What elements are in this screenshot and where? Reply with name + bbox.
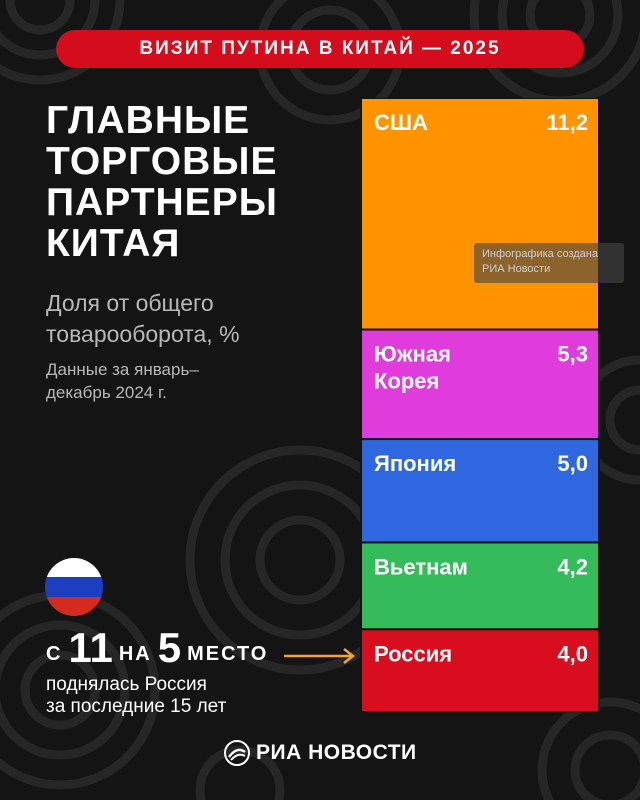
bar-value-label: 4,0 [557, 641, 588, 666]
russia-rank-line: С 11 НА 5 МЕСТО [46, 626, 346, 670]
rank-from-word: С [46, 643, 63, 665]
ria-logo-icon [224, 740, 250, 766]
flag-stripe-blue [45, 577, 103, 597]
bar-category-label: Южная Корея [374, 342, 451, 394]
rank-to-number: 5 [157, 624, 182, 671]
bar-value-label: 5,3 [557, 342, 588, 367]
arrow-right-icon [284, 648, 356, 664]
rank-from-number: 11 [68, 624, 113, 671]
bar-segment [360, 628, 600, 712]
title-banner: ВИЗИТ ПУТИНА В КИТАЙ — 2025 [56, 30, 584, 68]
bar-segment [360, 98, 600, 331]
bar-value-label: 4,2 [557, 554, 588, 579]
bar-value-label: 5,0 [557, 451, 588, 476]
chart-headline: ГЛАВНЫЕ ТОРГОВЫЕ ПАРТНЕРЫ КИТАЯ [46, 99, 278, 265]
bar-segment [360, 541, 600, 631]
rank-to-word: НА [118, 643, 152, 665]
bar-category-label: Россия [374, 641, 452, 666]
infographic-credit-note: Инфографика создана РИА Новости [474, 243, 624, 283]
flag-stripe-white [45, 558, 103, 578]
chart-subtitle: Доля от общего товарооборота, % [46, 290, 240, 347]
flag-stripe-red [45, 596, 103, 616]
ria-logo-text: РИА НОВОСТИ [256, 741, 417, 764]
bar-value-label: 11,2 [546, 110, 588, 135]
bar-category-label: США [374, 110, 428, 135]
bar-segment [360, 438, 600, 544]
data-period-note: Данные за январь– декабрь 2024 г. [46, 360, 199, 402]
rank-place-word: МЕСТО [187, 643, 269, 665]
bar-category-label: Япония [374, 451, 456, 476]
rank-description: поднялась Россия за последние 15 лет [46, 674, 227, 717]
russia-flag-icon [45, 558, 103, 616]
arrow-head [343, 648, 356, 664]
bar-category-label: Вьетнам [374, 554, 468, 579]
ria-logo: РИА НОВОСТИ [224, 738, 417, 768]
stacked-bar-chart: США 11,2 Южная Корея 5,3 Япония 5,0 Вьетнам 4,2 Р… [360, 98, 600, 712]
